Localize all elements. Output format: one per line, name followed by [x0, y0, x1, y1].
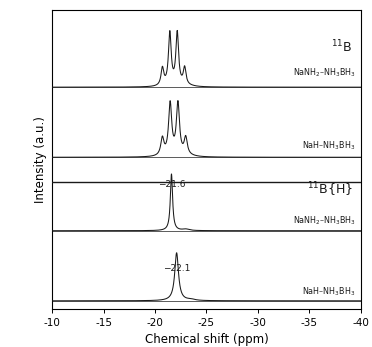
Text: NaNH$_2$–NH$_3$BH$_3$: NaNH$_2$–NH$_3$BH$_3$: [293, 67, 356, 79]
Text: NaNH$_2$–NH$_3$BH$_3$: NaNH$_2$–NH$_3$BH$_3$: [293, 214, 356, 227]
Y-axis label: Intensity (a.u.): Intensity (a.u.): [33, 116, 46, 203]
Text: −22.1: −22.1: [163, 264, 190, 273]
Text: $^{11}$B: $^{11}$B: [331, 39, 353, 56]
Text: NaH–NH$_3$BH$_3$: NaH–NH$_3$BH$_3$: [302, 286, 356, 298]
Text: NaH–NH$_3$BH$_3$: NaH–NH$_3$BH$_3$: [302, 139, 356, 152]
Text: $^{11}$B{H}: $^{11}$B{H}: [307, 181, 353, 199]
X-axis label: Chemical shift (ppm): Chemical shift (ppm): [145, 333, 268, 346]
Text: −21.6: −21.6: [158, 180, 186, 189]
